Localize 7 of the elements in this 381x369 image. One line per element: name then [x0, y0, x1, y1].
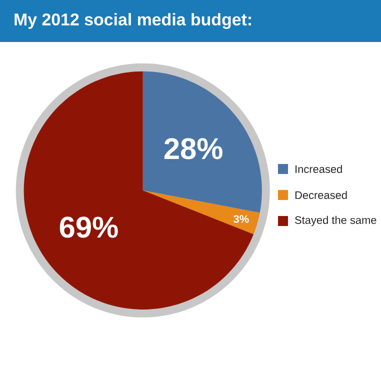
data-label: 3% — [234, 215, 249, 223]
legend-label: Increased — [296, 164, 342, 174]
legend-label: Stayed the same — [295, 216, 376, 226]
chart-title: My 2012 social media budget: — [14, 13, 251, 29]
data-label: 28% — [164, 138, 222, 160]
data-label: 69% — [60, 216, 118, 238]
legend-label: Decreased — [295, 190, 347, 200]
